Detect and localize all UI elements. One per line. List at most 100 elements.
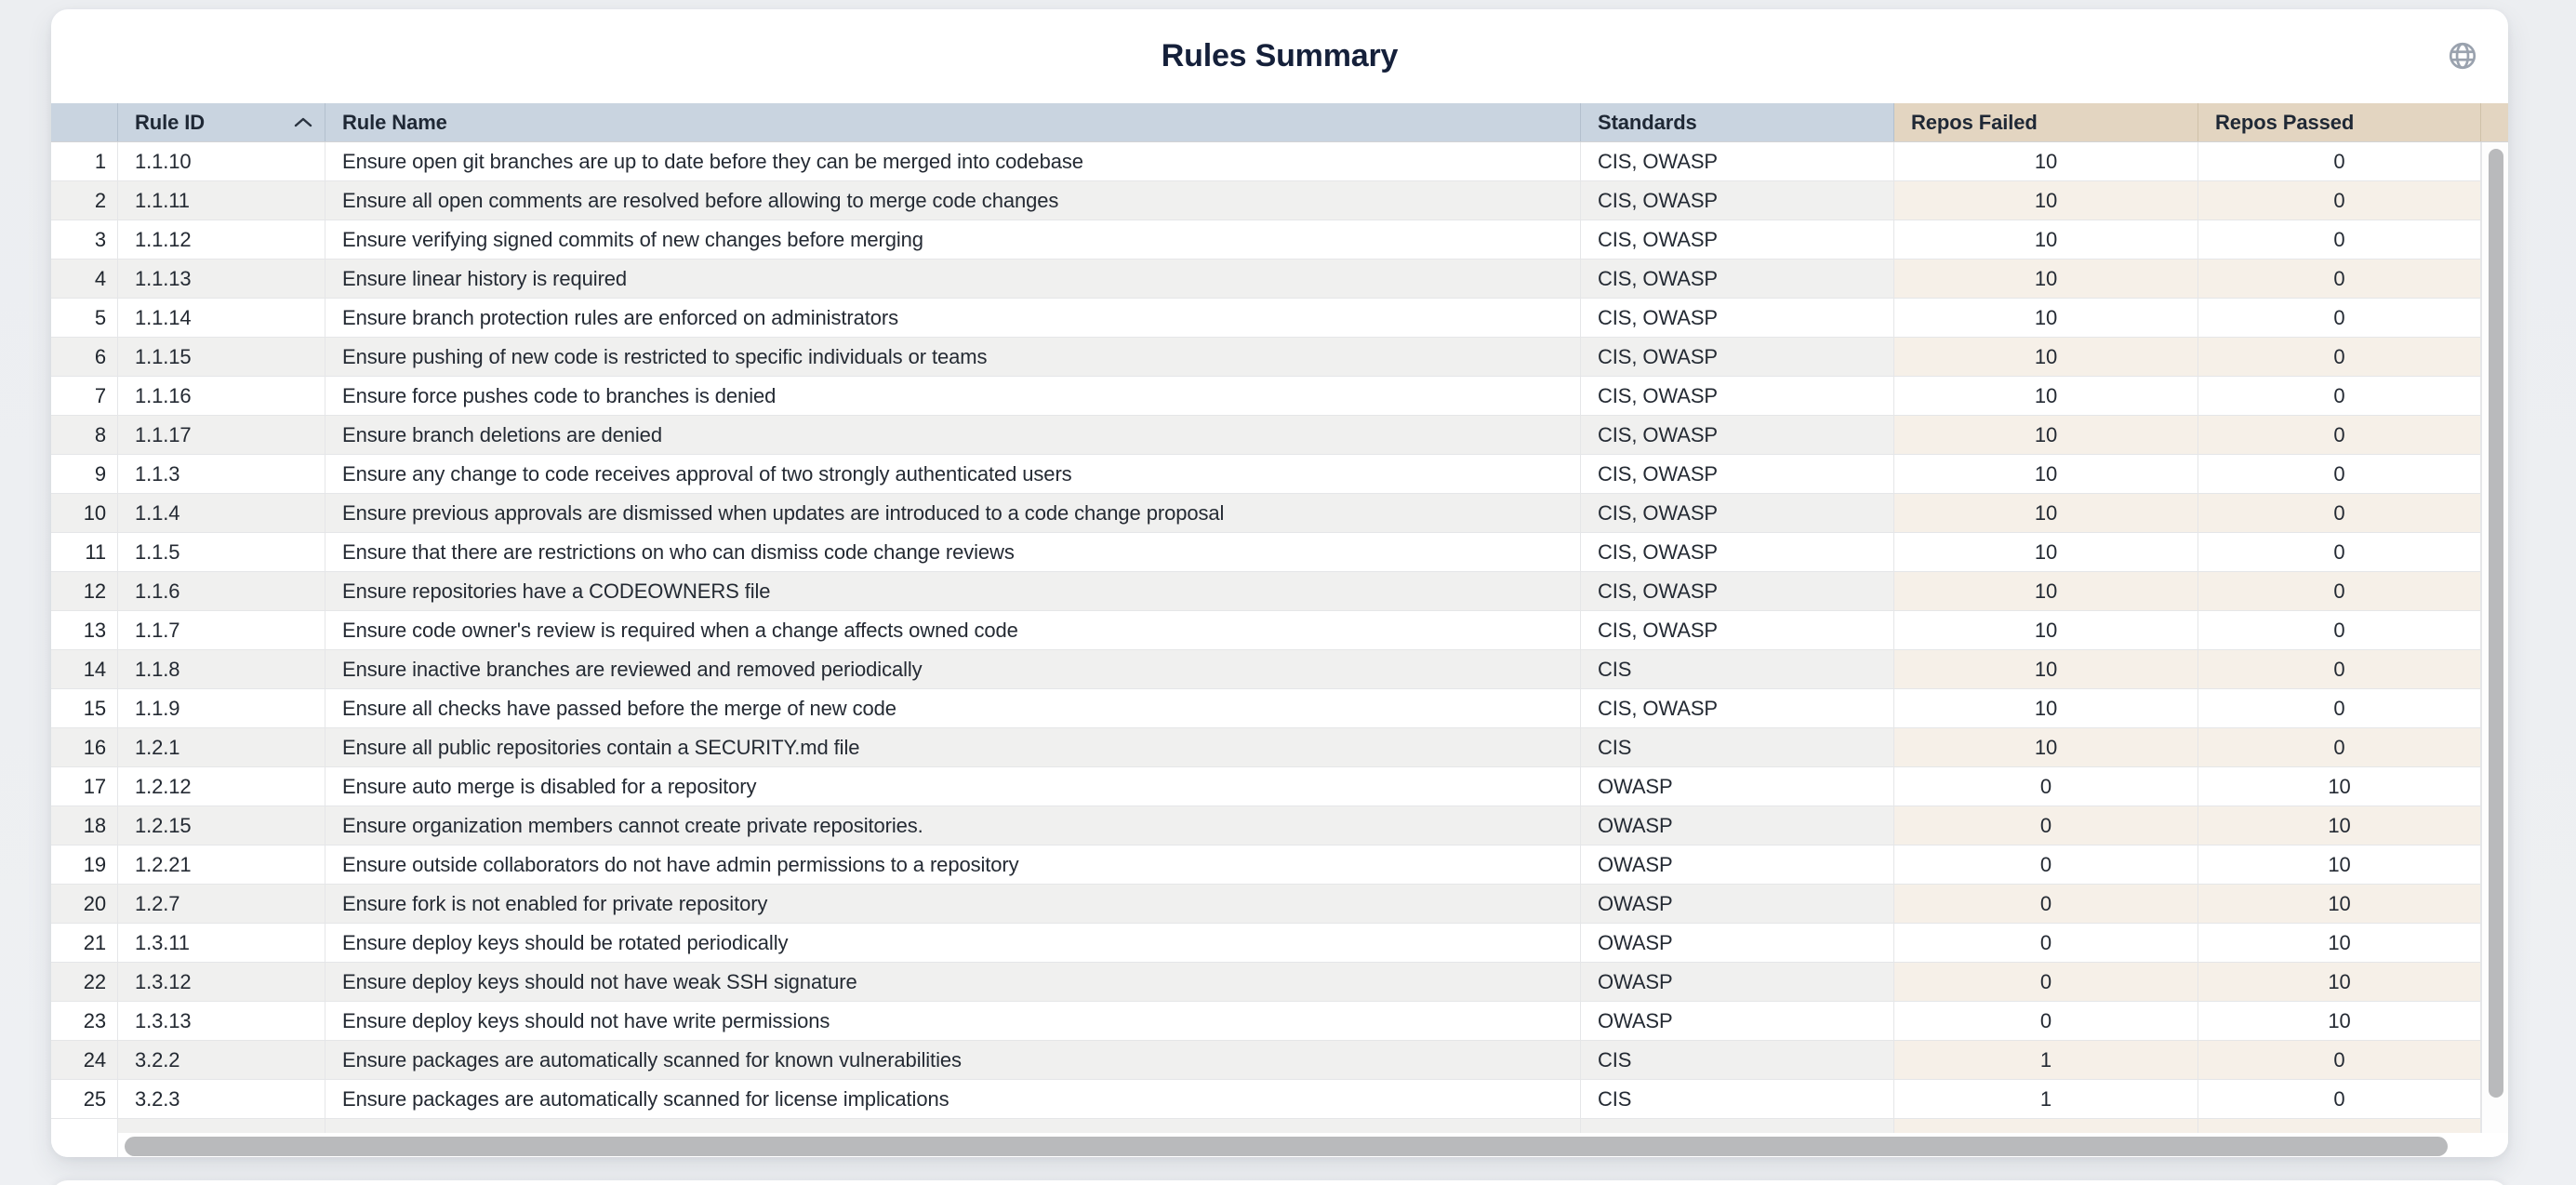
cell-rule-name: Ensure previous approvals are dismissed … — [325, 494, 1581, 533]
table-row[interactable]: 8 1.1.17 Ensure branch deletions are den… — [51, 416, 2481, 455]
table-row[interactable]: 12 1.1.6 Ensure repositories have a CODE… — [51, 572, 2481, 611]
cell-repos-passed: 0 — [2198, 416, 2481, 455]
table-row[interactable]: 19 1.2.21 Ensure outside collaborators d… — [51, 845, 2481, 885]
cell-standards: CIS — [1581, 728, 1894, 767]
cell-repos-failed: 0 — [1894, 924, 2198, 963]
table-row[interactable]: 24 3.2.2 Ensure packages are automatical… — [51, 1041, 2481, 1080]
table-row[interactable]: 22 1.3.12 Ensure deploy keys should not … — [51, 963, 2481, 1002]
cell-rule-id: 1.1.16 — [118, 377, 325, 416]
row-index: 12 — [51, 572, 118, 611]
row-index: 20 — [51, 885, 118, 924]
page-title: Rules Summary — [1161, 38, 1399, 73]
header-rule-id-label: Rule ID — [135, 110, 206, 134]
table-row[interactable]: 2 1.1.11 Ensure all open comments are re… — [51, 181, 2481, 220]
header-rule-id[interactable]: Rule ID — [118, 103, 325, 141]
table-row[interactable]: 15 1.1.9 Ensure all checks have passed b… — [51, 689, 2481, 728]
cell-repos-failed: 0 — [1894, 885, 2198, 924]
row-index: 7 — [51, 377, 118, 416]
cell-repos-passed: 0 — [2198, 142, 2481, 181]
cell-repos-failed: 10 — [1894, 455, 2198, 494]
horizontal-scrollbar-thumb[interactable] — [125, 1137, 2448, 1156]
cell-standards: CIS, OWASP — [1581, 689, 1894, 728]
row-index: 25 — [51, 1080, 118, 1119]
cell-rule-name: Ensure auto merge is disabled for a repo… — [325, 767, 1581, 806]
cell-standards: CIS, OWASP — [1581, 299, 1894, 338]
row-index: 21 — [51, 924, 118, 963]
header-repos-passed[interactable]: Repos Passed — [2198, 103, 2481, 141]
cell-rule-name: Ensure force pushes code to branches is … — [325, 377, 1581, 416]
cell-repos-failed: 10 — [1894, 416, 2198, 455]
cell-rule-name: Ensure repositories have a CODEOWNERS fi… — [325, 572, 1581, 611]
table-row[interactable]: 20 1.2.7 Ensure fork is not enabled for … — [51, 885, 2481, 924]
cell-rule-name: Ensure deploy keys should be rotated per… — [325, 924, 1581, 963]
cell-repos-passed: 10 — [2198, 885, 2481, 924]
cell-rule-name: Ensure verifying signed commits of new c… — [325, 220, 1581, 260]
table-row[interactable]: 13 1.1.7 Ensure code owner's review is r… — [51, 611, 2481, 650]
cell-repos-failed: 1 — [1894, 1041, 2198, 1080]
cell-repos-failed: 10 — [1894, 338, 2198, 377]
table-row[interactable]: 17 1.2.12 Ensure auto merge is disabled … — [51, 767, 2481, 806]
cell-rule-id: 1.1.8 — [118, 650, 325, 689]
cell-rule-id: 1.2.15 — [118, 806, 325, 845]
table-row[interactable]: 11 1.1.5 Ensure that there are restricti… — [51, 533, 2481, 572]
table-row[interactable]: 21 1.3.11 Ensure deploy keys should be r… — [51, 924, 2481, 963]
cell-repos-failed: 0 — [1894, 806, 2198, 845]
cell-repos-passed: 0 — [2198, 220, 2481, 260]
cell-standards: CIS — [1581, 1080, 1894, 1119]
cell-standards: CIS, OWASP — [1581, 377, 1894, 416]
horizontal-scrollbar[interactable] — [51, 1133, 2508, 1157]
cell-standards: CIS, OWASP — [1581, 416, 1894, 455]
table-row[interactable]: 14 1.1.8 Ensure inactive branches are re… — [51, 650, 2481, 689]
header-repos-failed[interactable]: Repos Failed — [1894, 103, 2198, 141]
table-row[interactable]: 18 1.2.15 Ensure organization members ca… — [51, 806, 2481, 845]
cell-rule-id: 1.1.17 — [118, 416, 325, 455]
cell-rule-id: 3.2.2 — [118, 1041, 325, 1080]
table-row[interactable]: 1 1.1.10 Ensure open git branches are up… — [51, 142, 2481, 181]
row-index: 18 — [51, 806, 118, 845]
table-row[interactable]: 23 1.3.13 Ensure deploy keys should not … — [51, 1002, 2481, 1041]
header-standards[interactable]: Standards — [1581, 103, 1894, 141]
row-index: 1 — [51, 142, 118, 181]
cell-standards: CIS, OWASP — [1581, 220, 1894, 260]
cell-repos-passed: 0 — [2198, 572, 2481, 611]
table-row[interactable]: 6 1.1.15 Ensure pushing of new code is r… — [51, 338, 2481, 377]
table-row[interactable]: 5 1.1.14 Ensure branch protection rules … — [51, 299, 2481, 338]
table-row[interactable]: 25 3.2.3 Ensure packages are automatical… — [51, 1080, 2481, 1119]
table-row[interactable]: 16 1.2.1 Ensure all public repositories … — [51, 728, 2481, 767]
cell-rule-id: 1.3.13 — [118, 1002, 325, 1041]
globe-icon[interactable] — [2447, 40, 2478, 72]
cell-repos-failed: 1 — [1894, 1080, 2198, 1119]
row-index: 14 — [51, 650, 118, 689]
cell-repos-passed: 0 — [2198, 1080, 2481, 1119]
table-row[interactable]: 7 1.1.16 Ensure force pushes code to bra… — [51, 377, 2481, 416]
vertical-scrollbar[interactable] — [2481, 142, 2508, 1133]
header-repos-passed-label: Repos Passed — [2215, 110, 2355, 134]
row-index: 5 — [51, 299, 118, 338]
cell-repos-failed: 10 — [1894, 689, 2198, 728]
table-row[interactable]: 9 1.1.3 Ensure any change to code receiv… — [51, 455, 2481, 494]
cell-repos-failed: 0 — [1894, 845, 2198, 885]
cell-standards: OWASP — [1581, 963, 1894, 1002]
cell-standards: CIS, OWASP — [1581, 533, 1894, 572]
header-rule-name[interactable]: Rule Name — [325, 103, 1581, 141]
cell-repos-passed: 0 — [2198, 1041, 2481, 1080]
vertical-scrollbar-thumb[interactable] — [2489, 149, 2503, 1098]
cell-rule-name: Ensure deploy keys should not have weak … — [325, 963, 1581, 1002]
table-row[interactable]: 3 1.1.12 Ensure verifying signed commits… — [51, 220, 2481, 260]
table-row[interactable]: 4 1.1.13 Ensure linear history is requir… — [51, 260, 2481, 299]
table-row[interactable]: 10 1.1.4 Ensure previous approvals are d… — [51, 494, 2481, 533]
clipped-table-row — [51, 1119, 2481, 1133]
row-index: 13 — [51, 611, 118, 650]
cell-rule-id: 1.1.14 — [118, 299, 325, 338]
cell-rule-name: Ensure outside collaborators do not have… — [325, 845, 1581, 885]
cell-repos-failed: 0 — [1894, 767, 2198, 806]
cell-standards: OWASP — [1581, 924, 1894, 963]
cell-repos-failed: 10 — [1894, 260, 2198, 299]
cell-standards: CIS, OWASP — [1581, 181, 1894, 220]
cell-rule-id: 1.1.11 — [118, 181, 325, 220]
table-body: 1 1.1.10 Ensure open git branches are up… — [51, 142, 2481, 1119]
header-standards-label: Standards — [1598, 110, 1697, 134]
cell-rule-id: 1.1.4 — [118, 494, 325, 533]
cell-repos-failed: 10 — [1894, 377, 2198, 416]
